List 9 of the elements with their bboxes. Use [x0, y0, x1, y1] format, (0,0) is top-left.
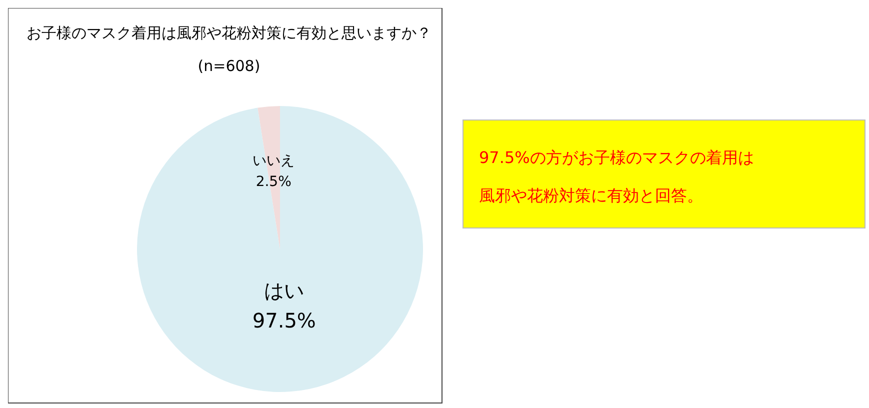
slice-label: はい: [264, 278, 304, 303]
data-label: 2.5%: [256, 174, 292, 190]
data-label: 97.5%: [252, 308, 316, 333]
pie-slice: [137, 106, 423, 392]
chart-title: お子様のマスク着用は風邪や花粉対策に有効と思いますか？: [26, 24, 432, 42]
text: 風邪や花粉対策に有効と回答。: [479, 186, 703, 205]
text: 97.5%の方がお子様のマスクの着用は: [479, 148, 754, 167]
slice-label: いいえ: [252, 152, 295, 169]
chart-subtitle: (n=608): [198, 57, 260, 75]
